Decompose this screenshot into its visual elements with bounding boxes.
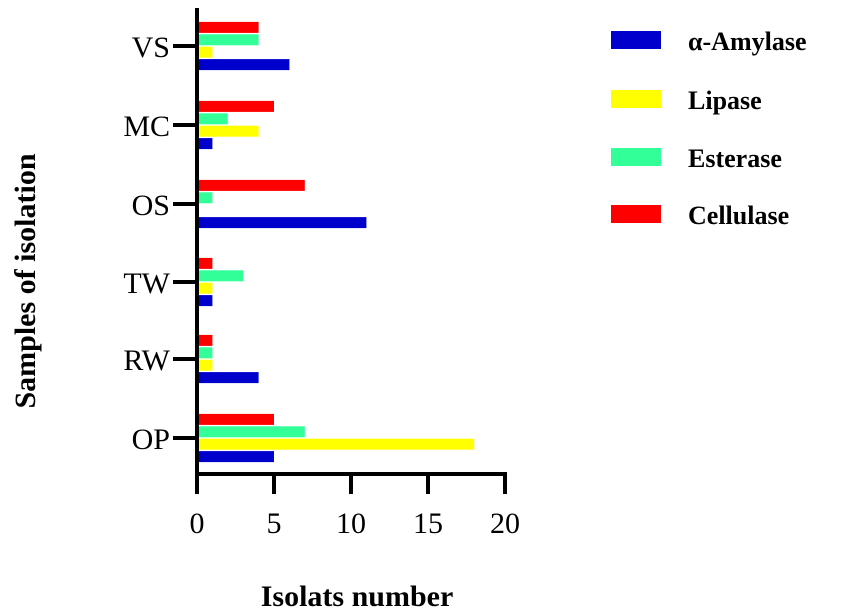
bars-group (197, 21, 475, 463)
y-ticks-group: VS MC OS TW RW OP (123, 31, 197, 456)
bar-rw-lipase (197, 359, 213, 371)
bar-tw-esterase (197, 270, 244, 282)
bar-rw-cellulase (197, 334, 213, 346)
legend-swatch-esterase (611, 148, 661, 166)
bar-vs-amylase (197, 59, 290, 71)
y-tick-label-op: OP (132, 423, 170, 456)
bar-mc-amylase (197, 138, 213, 150)
legend-swatch-amylase (611, 31, 661, 49)
y-tick-label-mc: MC (123, 110, 170, 143)
legend-label-lipase: Lipase (688, 86, 762, 115)
legend-label-esterase: Esterase (688, 144, 782, 173)
bar-mc-lipase (197, 125, 259, 137)
x-tick-label-20: 20 (490, 507, 520, 540)
legend-label-cellulase: Cellulase (688, 201, 789, 230)
legend: α-Amylase Lipase Esterase Cellulase (611, 27, 807, 230)
bar-os-amylase (197, 217, 367, 229)
x-tick-label-10: 10 (336, 507, 366, 540)
bar-os-cellulase (197, 179, 305, 191)
bar-tw-amylase (197, 295, 213, 307)
bar-op-esterase (197, 426, 305, 438)
bar-os-esterase (197, 192, 213, 204)
bar-mc-cellulase (197, 100, 274, 112)
bar-vs-lipase (197, 46, 213, 58)
y-tick-label-os: OS (132, 189, 170, 222)
bar-mc-esterase (197, 113, 228, 125)
bar-op-amylase (197, 451, 274, 463)
bar-vs-cellulase (197, 21, 259, 33)
bar-rw-esterase (197, 347, 213, 359)
legend-swatch-lipase (611, 90, 661, 108)
y-tick-label-tw: TW (123, 267, 170, 300)
y-tick-label-vs: VS (132, 31, 170, 64)
legend-swatch-cellulase (611, 205, 661, 223)
x-ticks-group: 0 5 10 15 20 (190, 474, 520, 540)
x-tick-label-15: 15 (413, 507, 443, 540)
bar-rw-amylase (197, 372, 259, 384)
bar-tw-lipase (197, 282, 213, 294)
x-tick-label-0: 0 (190, 507, 205, 540)
y-axis-title: Samples of isolation (9, 153, 42, 408)
x-tick-label-5: 5 (267, 507, 282, 540)
x-axis-title: Isolats number (261, 580, 454, 613)
bar-tw-cellulase (197, 257, 213, 269)
bar-op-lipase (197, 438, 475, 450)
bar-op-cellulase (197, 413, 274, 425)
legend-label-amylase: α-Amylase (688, 27, 807, 56)
bar-vs-esterase (197, 34, 259, 46)
y-tick-label-rw: RW (123, 344, 170, 377)
